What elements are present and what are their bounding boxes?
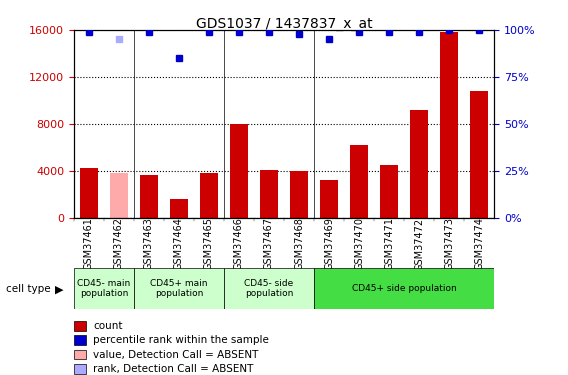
Bar bbox=[110, 173, 128, 217]
Bar bbox=[440, 32, 458, 218]
Text: GSM37470: GSM37470 bbox=[354, 217, 364, 270]
Bar bbox=[74, 350, 86, 359]
Text: GSM37463: GSM37463 bbox=[144, 217, 154, 270]
Text: CD45- main
population: CD45- main population bbox=[77, 279, 131, 298]
Text: GSM37473: GSM37473 bbox=[444, 217, 454, 270]
Text: GSM37469: GSM37469 bbox=[324, 217, 334, 270]
Text: GSM37472: GSM37472 bbox=[414, 217, 424, 271]
Text: GSM37462: GSM37462 bbox=[114, 217, 124, 270]
Bar bbox=[200, 173, 218, 217]
Text: GDS1037 / 1437837_x_at: GDS1037 / 1437837_x_at bbox=[196, 17, 372, 31]
Text: cell type: cell type bbox=[6, 285, 51, 294]
Text: value, Detection Call = ABSENT: value, Detection Call = ABSENT bbox=[93, 350, 258, 360]
Bar bbox=[74, 335, 86, 345]
Bar bbox=[320, 180, 338, 218]
Bar bbox=[74, 364, 86, 374]
Bar bbox=[380, 165, 398, 218]
Text: GSM37461: GSM37461 bbox=[84, 217, 94, 270]
Bar bbox=[314, 268, 494, 309]
Bar bbox=[290, 171, 308, 217]
Bar bbox=[134, 268, 224, 309]
Bar bbox=[410, 110, 428, 218]
Text: GSM37471: GSM37471 bbox=[384, 217, 394, 270]
Text: rank, Detection Call = ABSENT: rank, Detection Call = ABSENT bbox=[93, 364, 253, 374]
Text: CD45+ main
population: CD45+ main population bbox=[150, 279, 208, 298]
Bar bbox=[140, 175, 158, 217]
Bar bbox=[230, 124, 248, 218]
Text: ▶: ▶ bbox=[56, 285, 64, 294]
Text: GSM37474: GSM37474 bbox=[474, 217, 484, 270]
Bar bbox=[74, 268, 134, 309]
Text: GSM37464: GSM37464 bbox=[174, 217, 184, 270]
Text: count: count bbox=[93, 321, 123, 331]
Bar bbox=[74, 321, 86, 331]
Bar bbox=[260, 170, 278, 217]
Text: GSM37465: GSM37465 bbox=[204, 217, 214, 270]
Text: CD45+ side population: CD45+ side population bbox=[352, 284, 457, 293]
Bar bbox=[470, 91, 488, 218]
Bar bbox=[170, 199, 188, 217]
Text: GSM37467: GSM37467 bbox=[264, 217, 274, 270]
Bar bbox=[350, 145, 368, 218]
Text: CD45- side
population: CD45- side population bbox=[244, 279, 294, 298]
Bar bbox=[80, 168, 98, 217]
Text: GSM37468: GSM37468 bbox=[294, 217, 304, 270]
Text: GSM37466: GSM37466 bbox=[234, 217, 244, 270]
Text: percentile rank within the sample: percentile rank within the sample bbox=[93, 335, 269, 345]
Bar bbox=[224, 268, 314, 309]
